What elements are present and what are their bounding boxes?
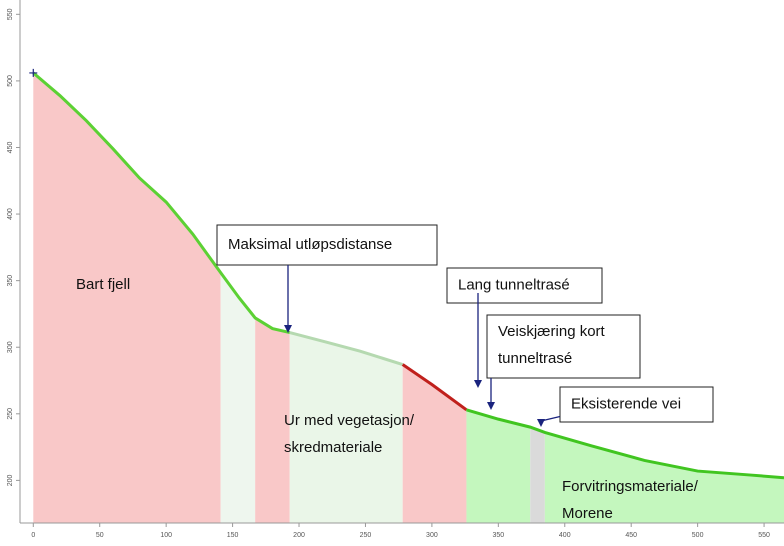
y-tick-label: 400 bbox=[7, 208, 14, 220]
x-tick-label: 100 bbox=[160, 532, 172, 539]
profile-line bbox=[289, 331, 404, 366]
callout-arrowhead bbox=[284, 325, 292, 333]
x-tick-label: 400 bbox=[559, 532, 571, 539]
y-tick-label: 250 bbox=[7, 408, 14, 420]
zone-label: skredmateriale bbox=[284, 439, 382, 456]
profile-line bbox=[466, 408, 784, 480]
zone-label: Morene bbox=[562, 505, 613, 522]
callout-text: Maksimal utløpsdistanse bbox=[228, 236, 392, 253]
y-tick-label: 450 bbox=[7, 142, 14, 154]
callout-box bbox=[486, 314, 641, 379]
zone bbox=[544, 432, 784, 523]
callout-text: Veiskjæring kort bbox=[498, 323, 606, 340]
x-tick-label: 250 bbox=[360, 532, 372, 539]
y-tick-label: 500 bbox=[7, 75, 14, 87]
x-tick-label: 0 bbox=[31, 532, 35, 539]
callout-box bbox=[446, 267, 603, 304]
x-tick-label: 300 bbox=[426, 532, 438, 539]
zone bbox=[255, 317, 290, 523]
callout-box bbox=[559, 386, 714, 423]
profile-line bbox=[401, 363, 468, 412]
callout-box bbox=[216, 224, 438, 266]
zone bbox=[220, 272, 256, 523]
y-tick-label: 350 bbox=[7, 275, 14, 287]
y-tick-label: 550 bbox=[7, 8, 14, 20]
y-tick-label: 300 bbox=[7, 341, 14, 353]
zone-label: Forvitringsmateriale/ bbox=[562, 478, 699, 495]
callout-arrowhead bbox=[537, 419, 545, 427]
zone bbox=[33, 72, 221, 523]
x-tick-label: 50 bbox=[96, 532, 104, 539]
callout-arrowhead bbox=[474, 380, 482, 388]
zone bbox=[402, 364, 467, 523]
zone bbox=[289, 332, 403, 523]
x-tick-label: 450 bbox=[625, 532, 637, 539]
start-marker bbox=[29, 68, 38, 77]
callout-text: Eksisterende vei bbox=[571, 395, 681, 412]
x-tick-label: 500 bbox=[692, 532, 704, 539]
zone bbox=[466, 409, 531, 523]
x-tick-label: 350 bbox=[492, 532, 504, 539]
callout-text: tunneltrasé bbox=[498, 350, 572, 367]
zone-label: Bart fjell bbox=[76, 276, 130, 293]
callout-arrowhead bbox=[487, 402, 495, 410]
zone bbox=[530, 427, 545, 523]
zone-label: Ur med vegetasjon/ bbox=[284, 412, 415, 429]
x-tick-label: 200 bbox=[293, 532, 305, 539]
y-tick-label: 200 bbox=[7, 474, 14, 486]
callout-text: Lang tunneltrasé bbox=[458, 276, 570, 293]
x-tick-label: 550 bbox=[758, 532, 770, 539]
profile-line bbox=[32, 71, 291, 335]
x-tick-label: 150 bbox=[227, 532, 239, 539]
